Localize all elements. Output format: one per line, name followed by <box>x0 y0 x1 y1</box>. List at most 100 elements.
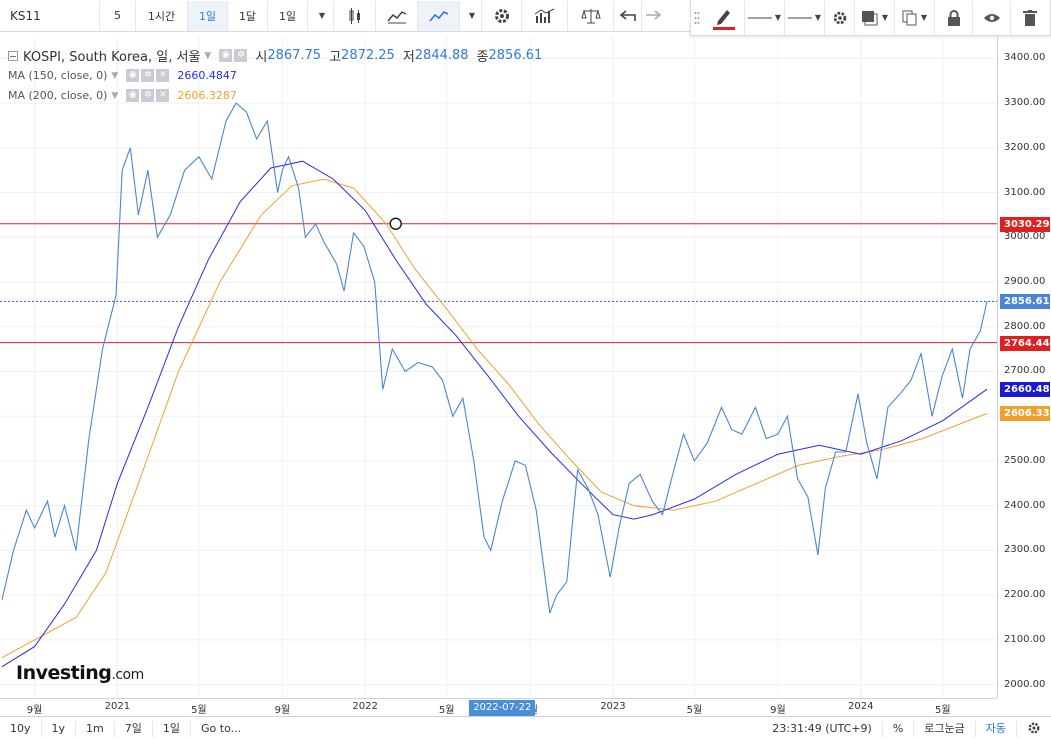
eye-icon[interactable]: ◉ <box>126 69 140 82</box>
line-chart-icon <box>428 10 448 22</box>
interval-1h[interactable]: 1시간 <box>136 0 188 31</box>
price-series-line <box>1 102 988 614</box>
range-1m-button[interactable]: 1m <box>76 720 115 737</box>
time-tick-label: 5월 <box>686 705 703 716</box>
price-tick-label: 3400.00 <box>1004 52 1046 64</box>
chart-type-dropdown-button[interactable]: ▼ <box>460 0 482 31</box>
brush-color-button[interactable] <box>703 0 745 35</box>
caret-down-icon: ▼ <box>774 13 782 22</box>
interval-current[interactable]: 1일 <box>268 0 308 31</box>
scale-icon <box>580 8 601 23</box>
price-tick-label: 3000.00 <box>1004 231 1046 243</box>
interval-1month[interactable]: 1달 <box>228 0 268 31</box>
price-axis[interactable]: 2000.00 2100.00 2200.00 2300.00 2400.00 2500.… <box>997 36 1051 698</box>
ma150-legend: MA (150, close, 0) ▼ ◉ ✲ ✕ 2660.4847 <box>8 69 237 82</box>
time-tick-label: 9월 <box>26 705 43 716</box>
eye-icon[interactable]: ◉ <box>126 89 140 102</box>
compare-button[interactable] <box>568 0 614 31</box>
caret-down-icon[interactable]: ▼ <box>204 50 212 61</box>
ma150-label: MA (150, close, 0) <box>8 69 108 82</box>
low-value: 2844.88 <box>414 48 469 63</box>
area-chart-button[interactable] <box>376 0 418 31</box>
price-tick-label: 3100.00 <box>1004 186 1046 198</box>
goto-button[interactable]: Go to... <box>201 721 242 735</box>
time-tick-label: 5월 <box>935 705 951 716</box>
interval-5[interactable]: 5 <box>100 0 136 31</box>
ma200-legend: MA (200, close, 0) ▼ ◉ ✲ ✕ 2606.3287 <box>8 89 237 102</box>
price-chart[interactable] <box>0 36 997 698</box>
area-chart-icon <box>386 10 406 23</box>
z-order-dropdown[interactable]: ▼ <box>855 0 895 35</box>
hline-anchor-handle[interactable] <box>389 217 402 230</box>
visibility-button[interactable] <box>973 0 1011 35</box>
time-tick-label: 2023 <box>600 701 626 712</box>
low-label: 저 <box>402 50 415 65</box>
gear-icon[interactable]: ✲ <box>141 89 155 102</box>
price-tick-label: 3300.00 <box>1004 97 1046 109</box>
line-style-dropdown[interactable]: ▼ <box>745 0 785 35</box>
layers-icon <box>861 10 878 25</box>
candles-button[interactable] <box>334 0 376 31</box>
drag-handle[interactable] <box>691 1 703 35</box>
caret-down-icon[interactable]: ▼ <box>111 70 119 81</box>
gear-icon <box>1028 722 1040 733</box>
copy-icon <box>902 10 917 25</box>
ma200-series-line <box>1 178 988 659</box>
drawing-settings-button[interactable] <box>825 0 855 35</box>
clone-dropdown[interactable]: ▼ <box>895 0 935 35</box>
open-label: 시 <box>255 50 268 65</box>
redo-button[interactable] <box>642 1 664 31</box>
caret-down-icon: ▼ <box>920 13 928 22</box>
caret-down-icon: ▼ <box>468 11 476 20</box>
range-7d-button[interactable]: 7일 <box>115 720 153 737</box>
price-tick-label: 2100.00 <box>1004 633 1046 645</box>
gear-icon[interactable]: ✲ <box>141 69 155 82</box>
close-label: 종 <box>476 50 489 65</box>
time-tick-label: 2022 <box>352 701 378 712</box>
last-price-tag: 2856.61 <box>1000 294 1050 310</box>
time-tick-label: 2024 <box>847 701 874 712</box>
chart-properties-button[interactable] <box>1017 721 1051 737</box>
auto-scale-toggle[interactable]: 자동 <box>976 720 1017 737</box>
close-icon[interactable]: ✕ <box>156 89 170 102</box>
interval-1d[interactable]: 1일 <box>188 0 228 31</box>
trash-icon <box>1023 9 1037 26</box>
gear-icon <box>494 8 509 23</box>
range-1y-button[interactable]: 1y <box>42 720 77 737</box>
ma200-label: MA (200, close, 0) <box>8 89 108 102</box>
range-1d-button[interactable]: 1일 <box>153 720 191 737</box>
delete-button[interactable] <box>1011 1 1049 35</box>
caret-down-icon: ▼ <box>814 13 822 22</box>
line-width-dropdown[interactable]: ▼ <box>785 0 825 35</box>
indicators-button[interactable] <box>522 0 568 31</box>
line-chart-button[interactable] <box>418 0 460 31</box>
symbol-input[interactable]: KS11 <box>0 0 100 31</box>
eye-icon[interactable]: ◉ <box>219 49 233 62</box>
time-tick-label: 2021 <box>104 701 131 712</box>
drawing-toolbar: ▼ ▼ ▼ ▼ <box>690 0 1051 36</box>
lock-button[interactable] <box>935 0 973 35</box>
percent-toggle[interactable]: % <box>883 720 915 737</box>
caret-down-icon[interactable]: ▼ <box>111 90 119 101</box>
collapse-icon[interactable] <box>8 50 18 61</box>
undo-button[interactable] <box>614 0 642 31</box>
gear-icon[interactable]: ✲ <box>234 49 248 62</box>
time-tick-label: 9월 <box>770 705 786 716</box>
grip-icon <box>694 11 700 24</box>
price-tick-label: 2400.00 <box>1004 499 1046 511</box>
log-scale-toggle[interactable]: 로그눈금 <box>914 720 976 737</box>
ma200-price-tag: 2606.33 <box>1000 406 1050 422</box>
settings-button[interactable] <box>482 0 522 31</box>
redo-icon <box>646 9 661 20</box>
logo-name: Investing <box>16 662 112 684</box>
interval-dropdown-button[interactable]: ▼ <box>308 0 334 31</box>
undo-icon <box>619 9 636 21</box>
close-icon[interactable]: ✕ <box>156 69 170 82</box>
range-10y-button[interactable]: 10y <box>0 720 42 737</box>
time-axis[interactable]: 9월20215월9월20225월9월20235월9월20245월 2022-07… <box>0 698 997 716</box>
gear-icon <box>833 11 846 24</box>
ma150-value: 2660.4847 <box>177 69 237 82</box>
price-tick-label: 2900.00 <box>1004 276 1046 287</box>
main-legend: KOSPI, South Korea, 일, 서울 ▼ ◉ ✲ 시 2867.75… <box>8 46 542 65</box>
